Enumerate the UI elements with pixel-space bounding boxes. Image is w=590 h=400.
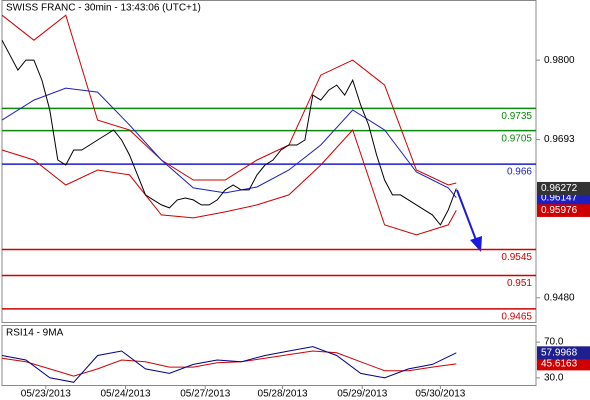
level-label: 0.9735 xyxy=(501,111,532,122)
level-label: 0.966 xyxy=(507,167,532,178)
price-tag xyxy=(537,181,590,195)
y-tick-label: 0.9480 xyxy=(544,292,575,303)
x-tick-label: 05/24/2013 xyxy=(101,389,151,400)
y-tick-label: 0.9800 xyxy=(544,55,575,66)
series-line xyxy=(1,350,457,377)
level-label: 0.9465 xyxy=(501,312,532,323)
y-tick-label: 30.0 xyxy=(544,372,564,383)
x-tick-label: 05/23/2013 xyxy=(21,389,71,400)
y-tick-label: 0.9693 xyxy=(544,134,575,145)
price-tag xyxy=(537,203,590,217)
price-panel xyxy=(1,0,537,323)
price-tag-label: 45.6163 xyxy=(541,359,578,370)
series-line xyxy=(1,129,457,236)
rsi-title: RSI14 - 9MA xyxy=(6,328,64,339)
y-tick-label: 70.0 xyxy=(544,337,564,348)
series-line xyxy=(1,87,457,199)
chart-title: SWISS FRANC - 30min - 13:43:06 (UTC+1) xyxy=(6,3,201,14)
price-tag-label: 0.96147 xyxy=(541,192,578,203)
trend-arrow xyxy=(456,189,482,252)
level-label: 0.9545 xyxy=(501,252,532,263)
price-tag xyxy=(537,346,590,360)
arrow-shaft xyxy=(456,189,477,241)
x-tick-label: 05/27/2013 xyxy=(180,389,230,400)
series-line xyxy=(1,14,457,186)
price-tag-label: 57.9968 xyxy=(541,347,578,358)
series-line xyxy=(1,346,457,383)
price-tag xyxy=(537,357,590,371)
x-tick-label: 05/29/2013 xyxy=(337,389,387,400)
arrow-head xyxy=(470,236,482,252)
price-tag-label: 0.96272 xyxy=(541,183,578,194)
series-line xyxy=(1,39,457,226)
level-label: 0.951 xyxy=(507,278,532,289)
x-tick-label: 05/30/2013 xyxy=(415,389,465,400)
level-label: 0.9705 xyxy=(501,133,532,144)
x-tick-label: 05/28/2013 xyxy=(258,389,308,400)
rsi-panel xyxy=(1,325,537,386)
price-tag-label: 0.95976 xyxy=(541,205,578,216)
